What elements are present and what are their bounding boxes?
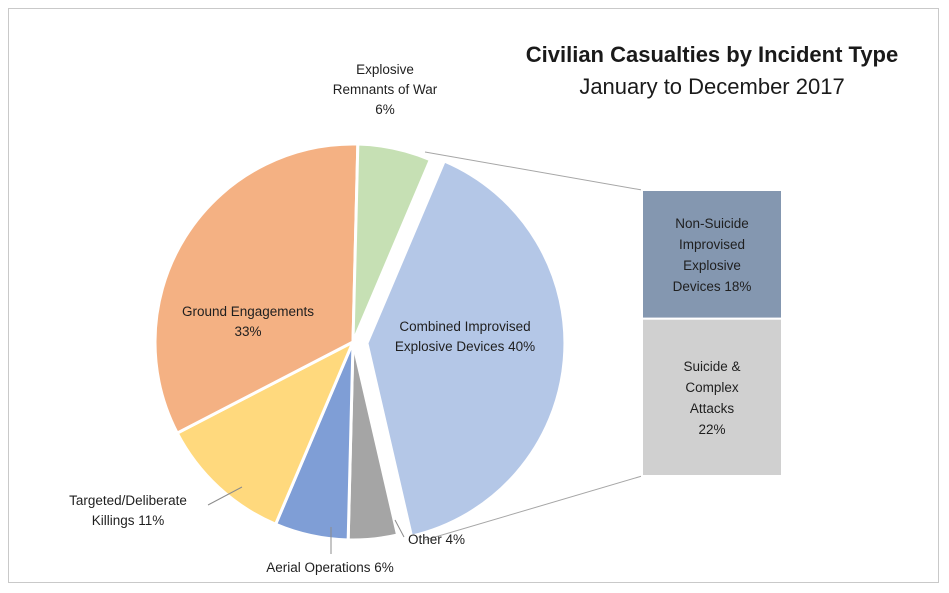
slice-label-targeted-deliberate-killings-11: Targeted/Deliberate [69,493,187,508]
slice-label-ground-engagements-33: 33% [234,324,261,339]
slice-label-combined-improvised-explosive-devices-40: Combined Improvised [399,319,530,334]
breakdown-label-suicide-complex-attacks-22: 22% [698,422,725,437]
slice-label-ground-engagements-33: Ground Engagements [182,304,314,319]
breakdown-label-suicide-complex-attacks-22: Suicide & [683,359,740,374]
slice-label-aerial-operations-6: Aerial Operations 6% [266,560,394,575]
slice-label-explosive-remnants-of-war-6: Remnants of War [333,82,438,97]
connector-line-bottom [424,475,643,541]
breakdown-label-suicide-complex-attacks-22: Complex [685,380,739,395]
slice-label-targeted-deliberate-killings-11: Killings 11% [92,513,165,528]
chart-title: Civilian Casualties by Incident Type [526,42,898,67]
breakdown-label-non-suicide-improvised-explosive-devices-18: Improvised [679,237,745,252]
pie-slice-explosive-remnants-of-war-6 [351,142,433,343]
leader-line-targeted-deliberate-killings-11 [207,486,243,506]
slice-label-explosive-remnants-of-war-6: Explosive [356,62,414,77]
breakdown-label-suicide-complex-attacks-22: Attacks [690,401,735,416]
connector-line-top [424,151,643,191]
pie-slice-combined-improvised-explosive-devices-40 [365,158,567,538]
pie-slice-targeted-deliberate-killings-11 [175,338,357,527]
breakdown-segment-non-suicide-improvised-explosive-devices-18 [641,189,783,320]
breakdown-label-non-suicide-improvised-explosive-devices-18: Non-Suicide [675,216,749,231]
slice-label-other-4: Other 4% [408,532,465,547]
chart-subtitle: January to December 2017 [579,74,844,99]
slice-label-explosive-remnants-of-war-6: 6% [375,102,395,117]
slice-label-combined-improvised-explosive-devices-40: Explosive Devices 40% [395,339,535,354]
leader-line-other-4 [394,519,405,538]
breakdown-segment-suicide-complex-attacks-22 [641,317,783,478]
pie-slice-ground-engagements-33 [153,142,360,436]
breakdown-label-non-suicide-improvised-explosive-devices-18: Devices 18% [673,279,752,294]
breakdown-label-non-suicide-improvised-explosive-devices-18: Explosive [683,258,741,273]
